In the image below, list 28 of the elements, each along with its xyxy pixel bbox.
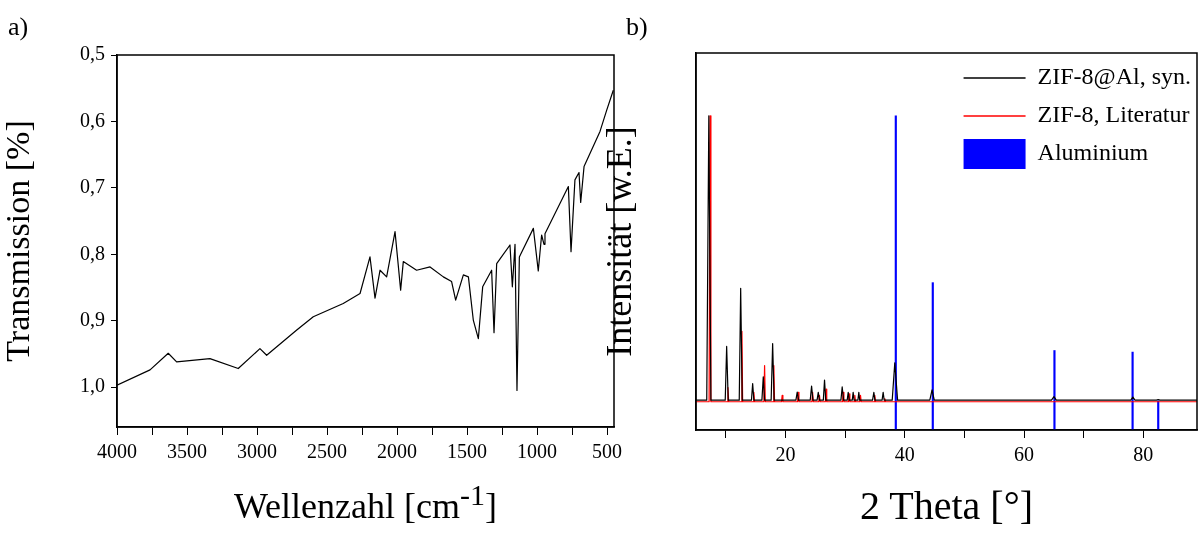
legend-label: ZIF-8, Literatur (1037, 101, 1190, 128)
y-tick-label: 1,0 (80, 374, 105, 397)
x-tick-label: 2000 (377, 440, 417, 463)
x-tick-label: 60 (1014, 443, 1035, 466)
y-tick-label: 0,7 (80, 175, 105, 198)
y-tick-label: 0,9 (80, 307, 105, 330)
y-tick-label: 0,5 (80, 42, 105, 65)
y-axis-title: Transmission [%] (0, 120, 37, 362)
chart-title: b) (626, 12, 648, 42)
y-tick-label: 0,8 (80, 241, 105, 264)
chart-title: a) (8, 12, 29, 42)
x-tick-label: 1500 (447, 440, 487, 463)
x-tick-label: 20 (775, 443, 796, 466)
x-tick-label: 500 (592, 440, 622, 463)
x-tick-label: 40 (894, 443, 915, 466)
x-tick-label: 2500 (307, 440, 347, 463)
x-axis-title: Wellenzahl [cm$^{-1}$] (233, 478, 498, 527)
x-tick-label: 3500 (167, 440, 207, 463)
y-axis-title: Intensität [w.E.] (599, 126, 640, 357)
x-tick-label: 3000 (237, 440, 277, 463)
x-tick-label: 4000 (97, 440, 137, 463)
y-tick-label: 0,6 (80, 108, 105, 131)
legend-label: Aluminium (1037, 139, 1149, 166)
x-axis-title: 2 Theta [°] (859, 482, 1034, 529)
legend-label: ZIF-8@Al, syn. (1037, 63, 1191, 90)
bar (1053, 350, 1056, 430)
x-tick-label: 1000 (517, 440, 557, 463)
x-tick-label: 80 (1133, 443, 1154, 466)
